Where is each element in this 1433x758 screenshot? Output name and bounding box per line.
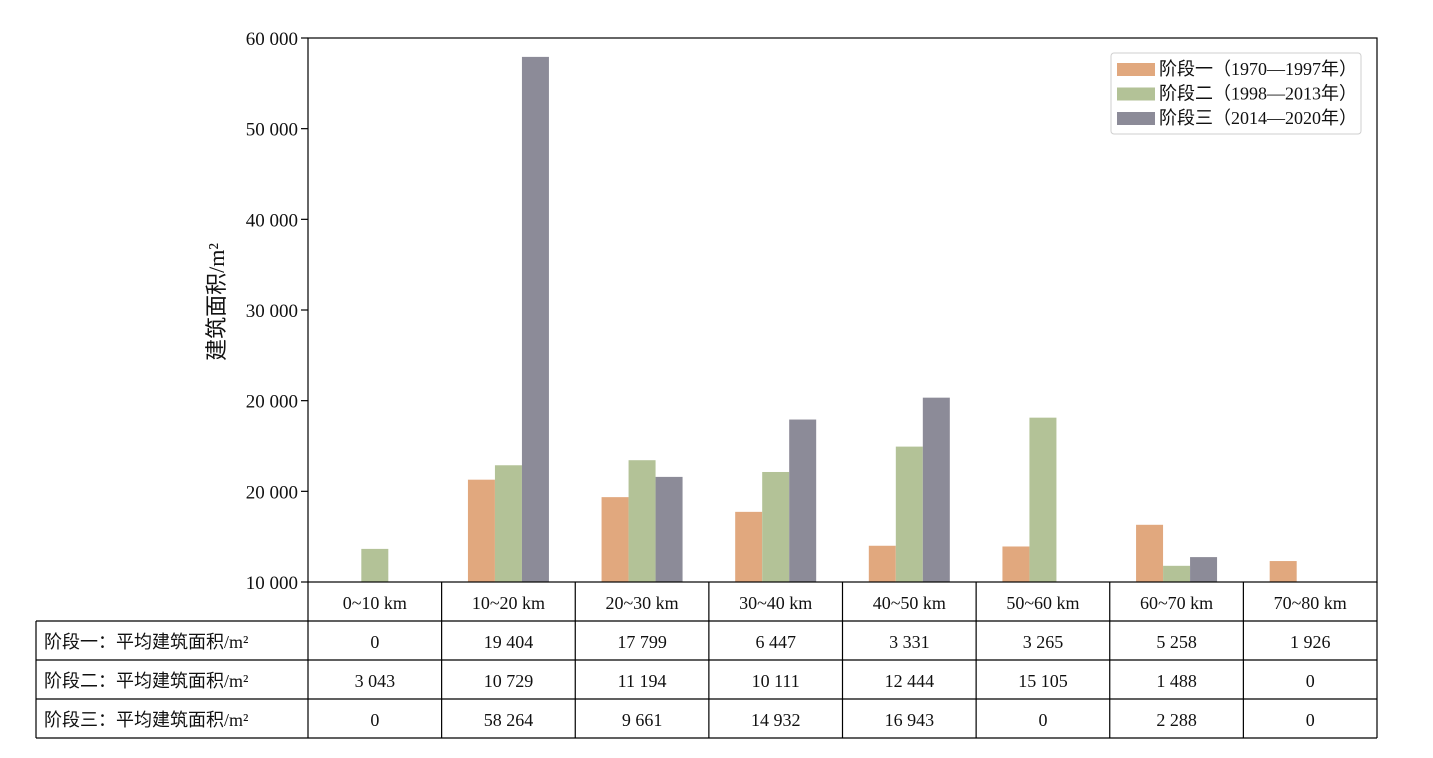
data-table: 0~10 km 10~20 km 20~30 km 30~40 km 40~50 km 5… [35,582,1378,739]
x-tick-label: 40~50 km [873,593,946,613]
table-cell: 2 288 [1156,710,1197,730]
table-cell: 0 [1038,710,1047,730]
table-cell: 0 [1306,710,1315,730]
legend-label: 阶段三（2014—2020年） [1159,108,1357,128]
y-tick-label: 20 000 [246,482,298,503]
bar [361,548,389,582]
x-tick-label: 0~10 km [343,593,407,613]
bar [467,479,495,582]
bar [922,397,950,582]
x-tick-label: 10~20 km [472,593,545,613]
legend-swatch [1117,87,1155,101]
bars [361,56,1297,582]
y-tick-label: 30 000 [246,301,298,322]
bar [601,497,629,582]
table-cell: 3 265 [1023,632,1064,652]
y-tick-label: 20 000 [246,392,298,413]
legend-box [1110,52,1362,135]
table-row-label: 阶段二：平均建筑面积/m² [44,671,248,691]
bar [762,471,790,582]
table-cell: 1 488 [1156,671,1197,691]
table-cell: 15 105 [1018,671,1068,691]
table-cell: 3 043 [355,671,396,691]
table-cell: 3 331 [889,632,930,652]
table-row-label: 阶段一：平均建筑面积/m² [44,632,248,652]
bar [868,545,896,582]
legend: 阶段一（1970—1997年） 阶段二（1998—2013年） 阶段三（2014—2… [1110,52,1362,135]
table-cell: 12 444 [885,671,935,691]
bar [1002,546,1030,582]
table-cell: 16 943 [885,710,935,730]
table-cell: 14 932 [751,710,801,730]
table-cell: 1 926 [1290,632,1331,652]
table-cell: 11 194 [618,671,667,691]
x-tick-label: 20~30 km [605,593,678,613]
bar [1269,561,1297,582]
y-tick-label: 10 000 [246,573,298,594]
table-cell: 10 729 [484,671,534,691]
bar [521,56,549,582]
x-tick-label: 50~60 km [1006,593,1079,613]
table-cell: 0 [370,632,379,652]
legend-swatch [1117,112,1155,125]
table-cell: 58 264 [484,710,534,730]
table-cell: 19 404 [484,632,534,652]
x-tick-label: 70~80 km [1274,593,1347,613]
y-axis: 10 000 20 000 20 000 30 000 40 000 50 000 60 0… [246,29,308,594]
bar [895,446,923,582]
y-axis-label: 建筑面积/m² [204,243,229,361]
bar [735,511,763,582]
table-cell: 0 [370,710,379,730]
legend-label: 阶段一（1970—1997年） [1159,59,1357,79]
bar [628,460,656,582]
table-cell: 9 661 [622,710,663,730]
bar [494,465,522,582]
y-tick-label: 50 000 [246,120,298,141]
bar [1029,417,1057,582]
table-cell: 0 [1306,671,1315,691]
bar [1136,524,1164,582]
table-cell: 5 258 [1156,632,1197,652]
y-tick-label: 60 000 [246,29,298,50]
table-cell: 6 447 [755,632,796,652]
y-tick-label: 40 000 [246,210,298,231]
table-row-label: 阶段三：平均建筑面积/m² [44,710,248,730]
table-cell: 17 799 [617,632,667,652]
legend-swatch [1117,63,1155,76]
x-tick-label: 60~70 km [1140,593,1213,613]
bar [1190,557,1218,582]
bar [789,419,817,582]
table-cell: 10 111 [752,671,800,691]
x-tick-label: 30~40 km [739,593,812,613]
legend-label: 阶段二（1998—2013年） [1159,84,1357,104]
bar [655,476,683,582]
bar [1163,565,1191,582]
